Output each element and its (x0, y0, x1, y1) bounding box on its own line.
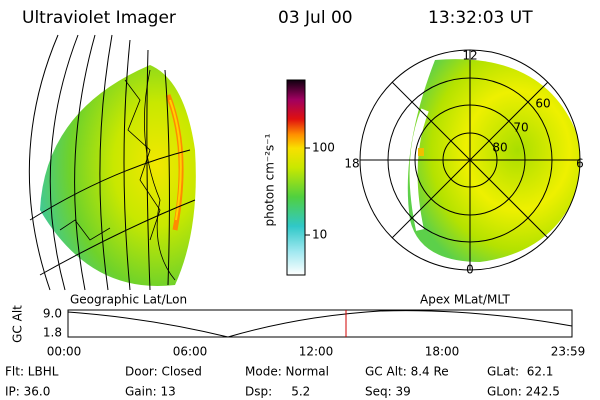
mlt-label: 12 (462, 49, 477, 63)
geo-map (28, 34, 196, 291)
y-tick-label: 9.0 (43, 307, 62, 321)
colorbar-tick-label: 10 (312, 228, 327, 242)
polar-plot (359, 49, 581, 271)
status-field: Mode: Normal (245, 365, 329, 379)
panel-label: Geographic Lat/Lon (70, 293, 187, 307)
mlt-label: 18 (344, 157, 359, 171)
y-tick-label: 1.8 (43, 326, 62, 340)
x-tick-label: 06:00 (173, 345, 208, 359)
footer: Flt: LBHL Door: Closed Mode: Normal GC Alt:… (5, 365, 560, 399)
instrument: Ultraviolet Imager (22, 8, 176, 28)
x-tick-label: 18:00 (425, 345, 460, 359)
status-field: Flt: LBHL (5, 365, 59, 379)
status-field: Door: Closed (125, 365, 202, 379)
status-field: IP: 36.0 (5, 385, 50, 399)
mlat-label: 80 (492, 141, 507, 155)
x-tick-label: 23:59 (551, 345, 586, 359)
time: 13:32:03 UT (428, 8, 533, 28)
mlt-label: 6 (576, 157, 584, 171)
status-field: Seq: 39 (365, 385, 411, 399)
panel-label: Apex MLat/MLT (420, 293, 510, 307)
mlat-label: 60 (535, 97, 550, 111)
status-field: Gain: 13 (125, 385, 176, 399)
status-field: GLon: 242.5 (487, 385, 560, 399)
altitude-curve (67, 310, 573, 338)
status-field: GLat: 62.1 (487, 365, 553, 379)
colorbar-label: photon cm⁻²s⁻¹ (263, 133, 277, 226)
y-axis-label: GC Alt (11, 305, 25, 343)
x-tick-label: 00:00 (47, 345, 82, 359)
mlt-label: 0 (466, 263, 474, 277)
status-field: GC Alt: 8.4 Re (365, 365, 449, 379)
status-field: Dsp: 5.2 (245, 385, 310, 399)
colorbar (286, 79, 306, 276)
altitude-frame (67, 309, 573, 338)
colorbar-tick-label: 100 (312, 141, 335, 155)
x-tick-label: 12:00 (299, 345, 334, 359)
date: 03 Jul 00 (278, 8, 353, 28)
mlat-label: 70 (513, 121, 528, 135)
